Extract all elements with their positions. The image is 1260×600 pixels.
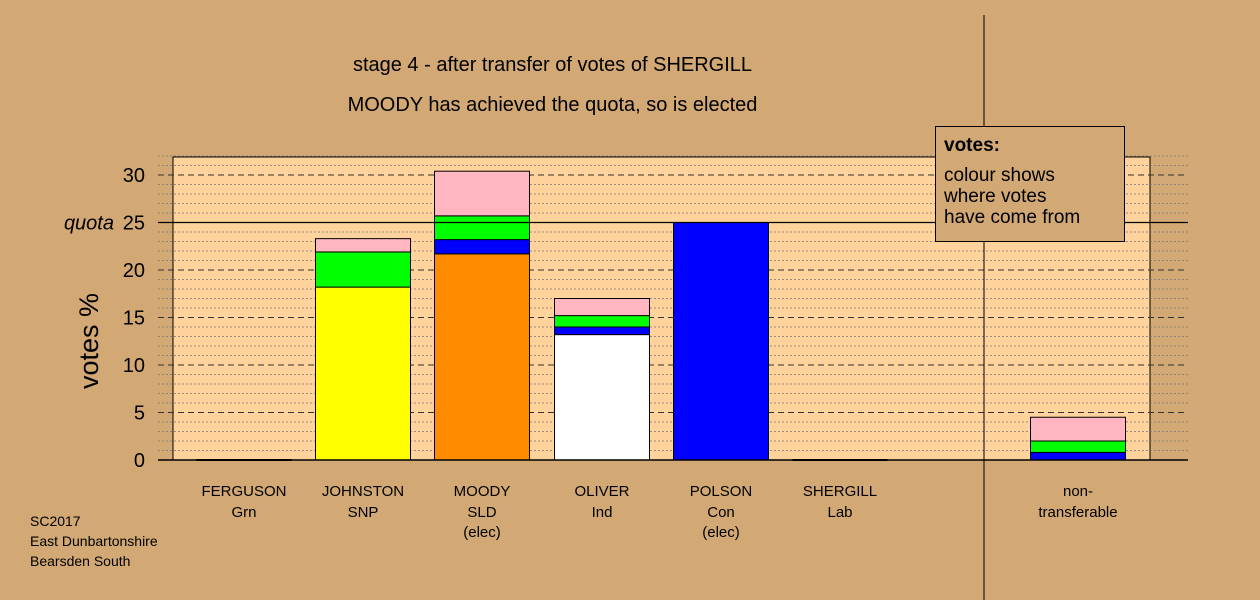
candidate-name: SHERGILL xyxy=(803,483,877,500)
bar-segment xyxy=(554,326,650,336)
candidate-name: FERGUSON xyxy=(201,483,286,500)
candidate-party: Con xyxy=(707,504,735,521)
bar-segment xyxy=(434,239,530,255)
footer-council: East Dunbartonshire xyxy=(30,533,158,549)
bar-segment xyxy=(554,298,650,317)
non-transferable-label: non- xyxy=(1063,483,1093,500)
bar-segment xyxy=(315,238,411,253)
candidate-name: OLIVER xyxy=(574,483,629,500)
footer-info: SC2017 East Dunbartonshire Bearsden Sout… xyxy=(30,511,158,571)
y-tick-label: 30 xyxy=(123,165,145,187)
y-tick-label: 10 xyxy=(123,355,145,377)
bar-segment xyxy=(554,315,650,328)
legend-line: where votes xyxy=(944,186,1047,207)
y-tick-label: 25 xyxy=(123,213,145,235)
quota-label: quota xyxy=(64,213,114,235)
y-tick-label: 20 xyxy=(123,260,145,282)
bar-segment xyxy=(1030,451,1126,461)
candidate-name: POLSON xyxy=(690,483,753,500)
footer-election: SC2017 xyxy=(30,513,81,529)
legend-line: colour shows xyxy=(944,165,1055,186)
chart-title: stage 4 - after transfer of votes of SHE… xyxy=(352,54,753,76)
chart-subtitle: MOODY has achieved the quota, so is elec… xyxy=(347,94,758,116)
footer-ward: Bearsden South xyxy=(30,553,131,569)
legend-box: votes: colour shows where votes have com… xyxy=(935,126,1125,242)
bar-segment xyxy=(434,215,530,241)
candidate-name: JOHNSTON xyxy=(322,483,404,500)
bar-segment xyxy=(673,222,769,461)
bar-segment xyxy=(1030,440,1126,453)
bar-segment xyxy=(315,251,411,288)
candidate-name: MOODY xyxy=(454,483,511,500)
legend-title: votes: xyxy=(944,135,1000,156)
bar-segment xyxy=(554,334,650,461)
candidate-party: SLD xyxy=(467,504,496,521)
candidate-status: (elec) xyxy=(463,524,501,541)
legend-line: have come from xyxy=(944,207,1081,228)
y-tick-label: 0 xyxy=(134,450,145,472)
y-tick-label: 15 xyxy=(123,308,145,330)
y-tick-label: 5 xyxy=(134,403,145,425)
bar-segment xyxy=(434,253,530,461)
bar-segment xyxy=(434,170,530,217)
candidate-party: Ind xyxy=(592,504,613,521)
candidate-party: Grn xyxy=(231,504,256,521)
non-transferable-label: transferable xyxy=(1038,504,1117,521)
y-axis-label: votes % xyxy=(74,293,104,389)
candidate-party: SNP xyxy=(348,504,379,521)
bar-segment xyxy=(315,286,411,461)
candidate-party: Lab xyxy=(827,504,852,521)
bar-segment xyxy=(1030,416,1126,442)
candidate-status: (elec) xyxy=(702,524,740,541)
